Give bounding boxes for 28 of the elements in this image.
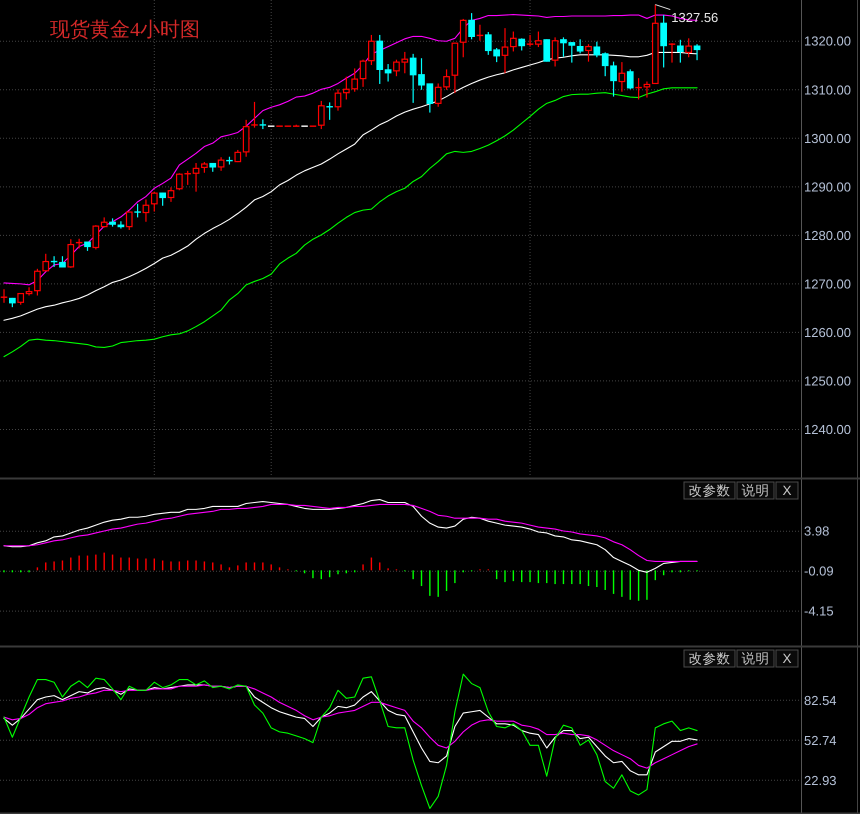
line-series — [3, 674, 698, 809]
y-tick-label: 1280.00 — [804, 228, 851, 243]
button: 改参数 — [684, 482, 736, 500]
y-tick-label: 3.98 — [804, 524, 830, 539]
line-series — [3, 504, 698, 562]
button: 说明 — [736, 482, 774, 500]
y-tick-label: -0.09 — [804, 564, 834, 579]
y-tick-label: 22.93 — [804, 772, 837, 788]
y-tick-label: 1260.00 — [804, 324, 851, 340]
button: X — [776, 482, 798, 500]
y-tick-label: 1250.00 — [804, 373, 851, 388]
line-series — [3, 87, 698, 358]
y-tick-label: -4.15 — [804, 604, 834, 619]
button: 改参数 — [684, 650, 736, 668]
y-tick-label: 1310.00 — [804, 82, 851, 98]
annotation: 1327.56 — [671, 10, 718, 26]
annotation: 改参数 — [688, 651, 730, 666]
y-tick-label: 1290.00 — [804, 179, 851, 194]
y-tick-label: 1320.00 — [804, 34, 851, 49]
button: 说明 — [736, 650, 774, 668]
y-tick-label: 52.74 — [804, 732, 837, 748]
y-tick-label: 1240.00 — [804, 422, 851, 437]
text: 现货黄金4小时图 — [50, 19, 200, 41]
y-tick-label: 1300.00 — [804, 130, 851, 146]
annotation: 改参数 — [688, 483, 730, 498]
y-tick-label: 1270.00 — [804, 276, 851, 292]
y-tick-label: 82.54 — [804, 692, 837, 708]
button: X — [776, 650, 798, 668]
